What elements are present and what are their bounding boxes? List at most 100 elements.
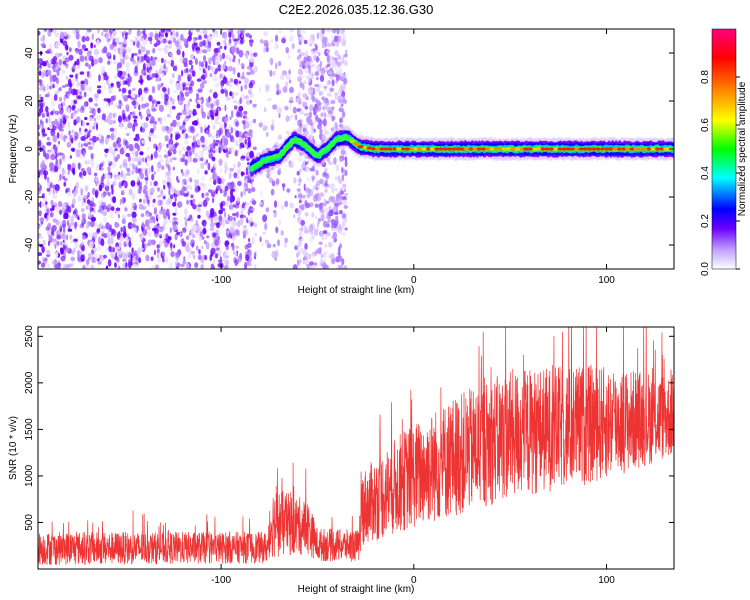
noise-speckle	[91, 256, 96, 261]
signal-core	[366, 146, 372, 150]
noise-speckle	[55, 251, 59, 259]
noise-speckle	[224, 45, 227, 51]
signal-core	[379, 147, 385, 151]
noise-speckle	[144, 176, 149, 181]
noise-speckle	[205, 129, 209, 135]
noise-speckle	[183, 68, 187, 74]
noise-speckle	[199, 41, 204, 48]
noise-speckle	[303, 80, 307, 84]
noise-speckle	[144, 87, 148, 92]
noise-speckle	[141, 103, 146, 109]
noise-speckle	[274, 200, 277, 208]
noise-speckle	[46, 110, 50, 118]
noise-speckle	[41, 246, 45, 254]
noise-speckle	[46, 187, 51, 192]
noise-speckle	[165, 256, 169, 264]
noise-speckle	[51, 99, 56, 107]
noise-speckle	[345, 170, 348, 176]
noise-speckle	[119, 164, 123, 169]
noise-speckle	[84, 140, 88, 144]
signal-core	[655, 147, 660, 151]
noise-speckle	[125, 167, 129, 171]
noise-speckle	[138, 104, 141, 111]
noise-speckle	[172, 72, 175, 79]
noise-speckle	[302, 248, 307, 255]
noise-speckle	[323, 108, 327, 114]
noise-speckle	[240, 85, 243, 92]
noise-speckle	[243, 110, 248, 115]
noise-speckle	[153, 227, 159, 235]
noise-speckle	[96, 123, 98, 131]
noise-speckle	[195, 45, 199, 51]
noise-speckle	[145, 213, 150, 217]
noise-speckle	[52, 135, 58, 143]
noise-speckle	[208, 152, 214, 159]
noise-speckle	[90, 264, 95, 269]
noise-speckle	[167, 213, 171, 220]
noise-speckle	[338, 88, 342, 96]
noise-speckle	[162, 38, 167, 44]
noise-speckle	[75, 181, 80, 189]
noise-speckle	[84, 185, 89, 192]
noise-speckle	[273, 209, 277, 214]
noise-speckle	[325, 223, 331, 228]
noise-speckle	[75, 48, 79, 54]
noise-speckle	[153, 217, 156, 224]
noise-speckle	[46, 208, 50, 216]
noise-speckle	[316, 99, 321, 107]
noise-speckle	[201, 219, 207, 227]
noise-speckle	[320, 213, 326, 220]
noise-speckle	[113, 29, 116, 32]
noise-speckle	[46, 48, 52, 54]
noise-speckle	[168, 219, 173, 223]
noise-speckle	[248, 48, 252, 56]
noise-speckle	[122, 36, 125, 43]
noise-speckle	[139, 172, 145, 180]
noise-speckle	[62, 219, 67, 228]
noise-speckle	[157, 214, 161, 220]
noise-speckle	[148, 136, 151, 142]
noise-speckle	[82, 150, 86, 155]
noise-speckle	[342, 199, 348, 206]
noise-speckle	[240, 63, 245, 67]
noise-speckle	[298, 56, 302, 65]
noise-speckle	[237, 34, 241, 41]
noise-speckle	[326, 49, 331, 54]
noise-speckle	[117, 105, 120, 109]
noise-speckle	[78, 141, 81, 149]
noise-speckle	[58, 124, 62, 131]
noise-speckle	[102, 205, 108, 210]
noise-speckle	[119, 198, 122, 206]
noise-speckle	[163, 63, 166, 70]
colorbar-tick-label: 0.6	[700, 118, 711, 132]
noise-speckle	[203, 124, 207, 129]
noise-speckle	[110, 235, 114, 239]
noise-speckle	[198, 249, 201, 255]
noise-speckle	[84, 116, 88, 121]
noise-speckle	[49, 168, 54, 172]
noise-speckle	[115, 251, 118, 260]
noise-speckle	[174, 233, 178, 241]
noise-speckle	[67, 169, 70, 176]
noise-speckle	[211, 242, 215, 248]
noise-speckle	[42, 239, 46, 247]
noise-speckle	[191, 242, 194, 248]
noise-speckle	[208, 109, 214, 118]
noise-speckle	[333, 35, 339, 42]
noise-speckle	[307, 253, 310, 261]
noise-speckle	[156, 253, 159, 259]
noise-speckle	[244, 84, 248, 90]
noise-speckle	[123, 228, 127, 236]
noise-speckle	[86, 259, 90, 266]
noise-speckle	[299, 110, 305, 115]
noise-speckle	[277, 29, 282, 34]
noise-speckle	[278, 219, 282, 226]
noise-speckle	[52, 194, 57, 199]
noise-speckle	[85, 56, 90, 63]
signal-core	[421, 147, 428, 151]
noise-speckle	[157, 161, 161, 168]
noise-speckle	[72, 132, 75, 139]
noise-speckle	[343, 33, 347, 39]
noise-speckle	[86, 29, 92, 33]
noise-speckle	[51, 230, 55, 237]
